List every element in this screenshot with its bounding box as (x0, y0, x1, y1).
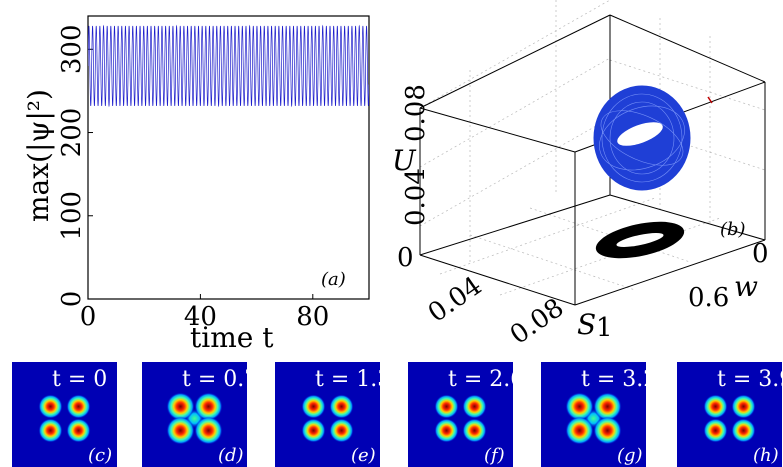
snapshot-time-label: t = 0 (52, 367, 107, 392)
snapshot-panel-label: (h) (753, 445, 779, 466)
panel-b-ztick-0: 0 (397, 243, 414, 273)
snapshot-background (12, 362, 117, 467)
snapshot-density-blob (329, 418, 354, 443)
panel-a-ytick-label: 300 (57, 24, 87, 74)
snapshot-density-blob (194, 392, 223, 421)
snapshot-panel-label: (e) (351, 445, 376, 466)
panel-a-xtick-label: 80 (296, 302, 329, 332)
panel-b-label: (b) (720, 219, 746, 240)
panel-a-oscillation-line (88, 24, 369, 108)
snapshot-panel: t = 0.7 (d) (142, 362, 258, 467)
snapshot-density-blob (166, 392, 195, 421)
panel-a-ytick-label: 100 (57, 191, 87, 241)
panel-a-label: (a) (321, 269, 346, 290)
snapshot-density-blob (38, 418, 63, 443)
panel-a-xtick-label: 0 (80, 302, 97, 332)
panel-b-phase-space: 0 0.04 0.08 U 0.04 0.08 S 0 0.6 1 w (b) (392, 0, 769, 351)
panel-a-xtick-label: 40 (184, 302, 217, 332)
snapshot-density-blob (565, 392, 594, 421)
snapshot-density-blob (703, 394, 728, 419)
panel-b-ztick-008: 0.08 (401, 84, 431, 142)
snapshot-panel: t = 3.2 (g) (541, 362, 657, 467)
snapshot-panel-label: (c) (88, 445, 112, 466)
panel-a-frame (87, 15, 370, 300)
snapshot-density-blob (593, 392, 622, 421)
snapshot-time-label: t = 3.2 (581, 367, 657, 392)
snapshot-panel-label: (f) (484, 445, 505, 466)
panel-b-zlabel: U (392, 144, 417, 177)
panel-b-ylabel: w (734, 270, 758, 303)
panel-b-xtick-004: 0.04 (423, 271, 488, 329)
panel-a-ylabel: max(|ψ|²) (22, 89, 55, 222)
panel-b-ytick-06: 0.6 (688, 283, 729, 313)
snapshot-density-blob (38, 394, 63, 419)
panel-b-wall-projection (707, 96, 713, 104)
panel-b-ytick-1: 1 (596, 313, 613, 343)
snapshot-density-blob (434, 418, 459, 443)
snapshot-background (677, 362, 782, 467)
panel-b-xlabel: S (577, 308, 596, 341)
panel-b-xtick-008: 0.08 (505, 293, 570, 351)
snapshot-time-label: t = 3.9 (717, 367, 783, 392)
snapshot-time-label: t = 2.6 (448, 367, 524, 392)
density-snapshots: t = 0(c)t = 0.7(d)t = 1.3(e)t = 2.6(f)t … (12, 362, 783, 467)
panel-b-ztick-004: 0.04 (401, 168, 431, 226)
snapshot-density-blob (565, 416, 594, 445)
snapshot-density-blob (703, 418, 728, 443)
snapshot-density-blob (66, 418, 91, 443)
snapshot-density-blob (462, 394, 487, 419)
snapshot-background (408, 362, 513, 467)
snapshot-density-blob (329, 394, 354, 419)
panel-b-attractor (593, 85, 691, 191)
snapshot-density-blob (593, 416, 622, 445)
panel-a-time-series: 0 40 80 0 100 200 300 time t max(|ψ|²) (a) (22, 15, 370, 354)
snapshot-background (275, 362, 380, 467)
snapshot-panel-label: (d) (218, 445, 244, 466)
snapshot-panel: t = 0 (c) (12, 362, 117, 467)
panel-b-attractor-hole (617, 122, 663, 146)
panel-b-ytick-0: 0 (752, 239, 769, 269)
snapshot-panel: t = 2.6 (f) (408, 362, 524, 467)
snapshot-density-blob (301, 394, 326, 419)
snapshot-panel: t = 3.9 (h) (677, 362, 783, 467)
panel-b-box (419, 14, 766, 306)
snapshot-density-blob (462, 418, 487, 443)
snapshot-density-blob (731, 394, 756, 419)
snapshot-panel: t = 1.3 (e) (275, 362, 391, 467)
snapshot-time-label: t = 1.3 (315, 367, 391, 392)
panel-b-grid (419, 0, 766, 296)
panel-b-floor-projection (595, 221, 685, 259)
panel-a-ytick-label: 0 (57, 291, 87, 308)
snapshot-time-label: t = 0.7 (182, 367, 258, 392)
snapshot-density-blob (166, 416, 195, 445)
snapshot-density-blob (301, 418, 326, 443)
panel-a-xlabel: time t (190, 321, 274, 354)
snapshot-density-blob (731, 418, 756, 443)
snapshot-density-blob (434, 394, 459, 419)
snapshot-density-blob (194, 416, 223, 445)
panel-a-ytick-label: 200 (57, 108, 87, 158)
snapshot-panel-label: (g) (617, 445, 643, 466)
panel-a-ticks: 0 40 80 0 100 200 300 (57, 24, 329, 332)
snapshot-density-blob (66, 394, 91, 419)
